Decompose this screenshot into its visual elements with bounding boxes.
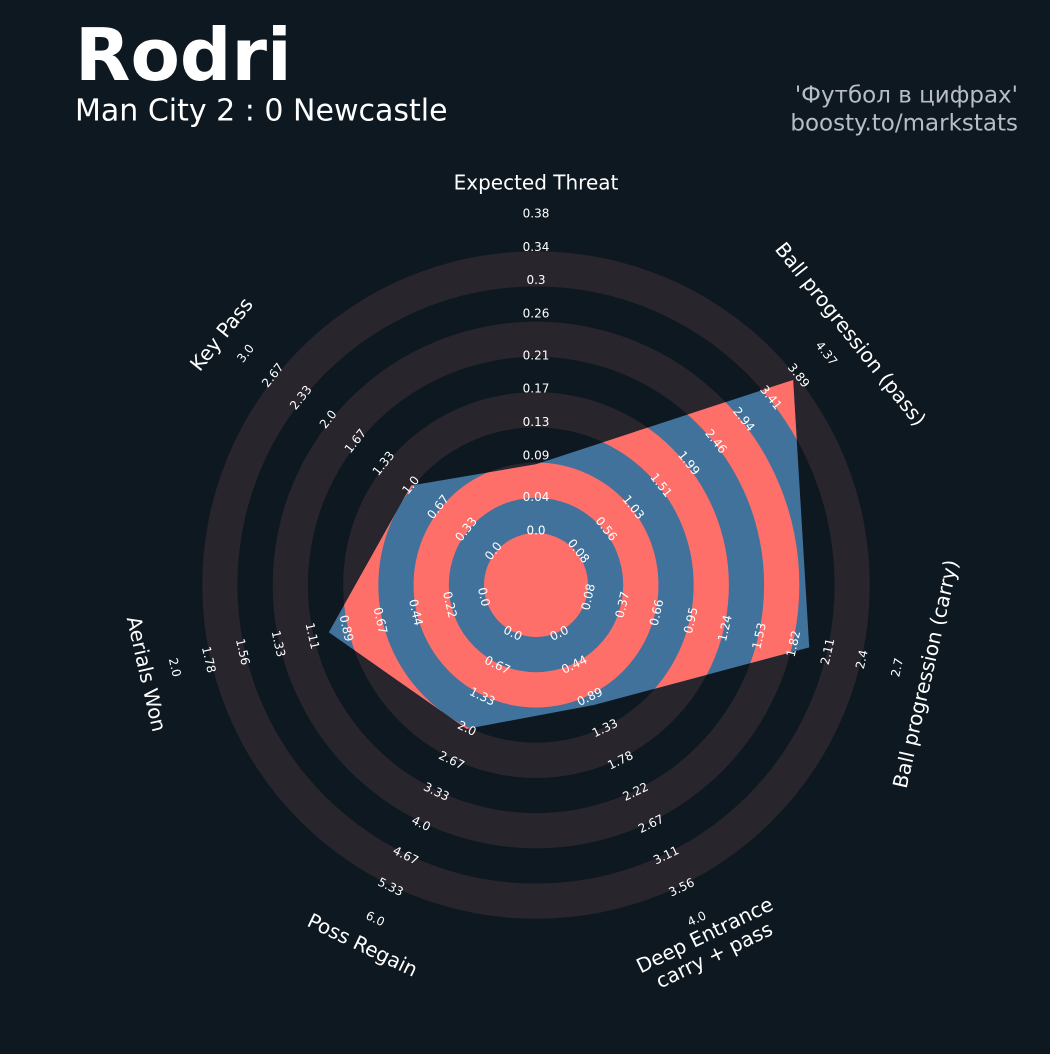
tick-label: 0.13	[523, 415, 550, 429]
tick-label: 0.3	[526, 273, 545, 287]
tick-label: 0.04	[523, 490, 550, 504]
tick-label: 0.37	[613, 590, 633, 619]
tick-label: 0.44	[406, 598, 426, 627]
tick-label: 0.0	[526, 524, 545, 538]
tick-label: 0.66	[647, 598, 667, 627]
tick-label: 0.26	[523, 307, 550, 321]
tick-label: 1.78	[199, 645, 219, 674]
tick-label: 0.0	[475, 586, 493, 608]
tick-label: 1.24	[715, 614, 735, 643]
tick-label: 0.09	[523, 448, 550, 462]
tick-label: 0.38	[523, 207, 550, 221]
credit: 'Футбол в цифрах'	[795, 83, 1018, 109]
tick-label: 0.21	[523, 348, 550, 362]
tick-label: 1.53	[749, 621, 769, 650]
tick-label: 0.95	[681, 606, 701, 635]
tick-label: 2.11	[818, 637, 838, 666]
alt-bands	[328, 379, 810, 729]
alt-band	[484, 533, 588, 637]
param-label: Expected Threat	[454, 171, 619, 195]
tick-label: 0.17	[523, 382, 550, 396]
chart-subtitle: Man City 2 : 0 Newcastle	[75, 94, 448, 129]
tick-label: 1.56	[233, 637, 253, 666]
radar-shape	[328, 379, 810, 729]
tick-label: 0.89	[337, 614, 357, 643]
tick-label: 2.0	[166, 657, 184, 679]
tick-label: 0.67	[371, 606, 391, 635]
tick-label: 2.7	[888, 657, 906, 679]
tick-label: 1.82	[784, 629, 804, 658]
tick-label: 0.08	[578, 582, 598, 611]
tick-label: 1.33	[269, 629, 289, 658]
tick-label: 0.22	[440, 590, 460, 619]
credit: boosty.to/markstats	[790, 111, 1018, 137]
chart-title: Rodri	[75, 13, 292, 97]
tick-label: 0.34	[523, 240, 550, 254]
tick-label: 2.4	[853, 649, 871, 671]
tick-label: 1.11	[303, 621, 323, 650]
